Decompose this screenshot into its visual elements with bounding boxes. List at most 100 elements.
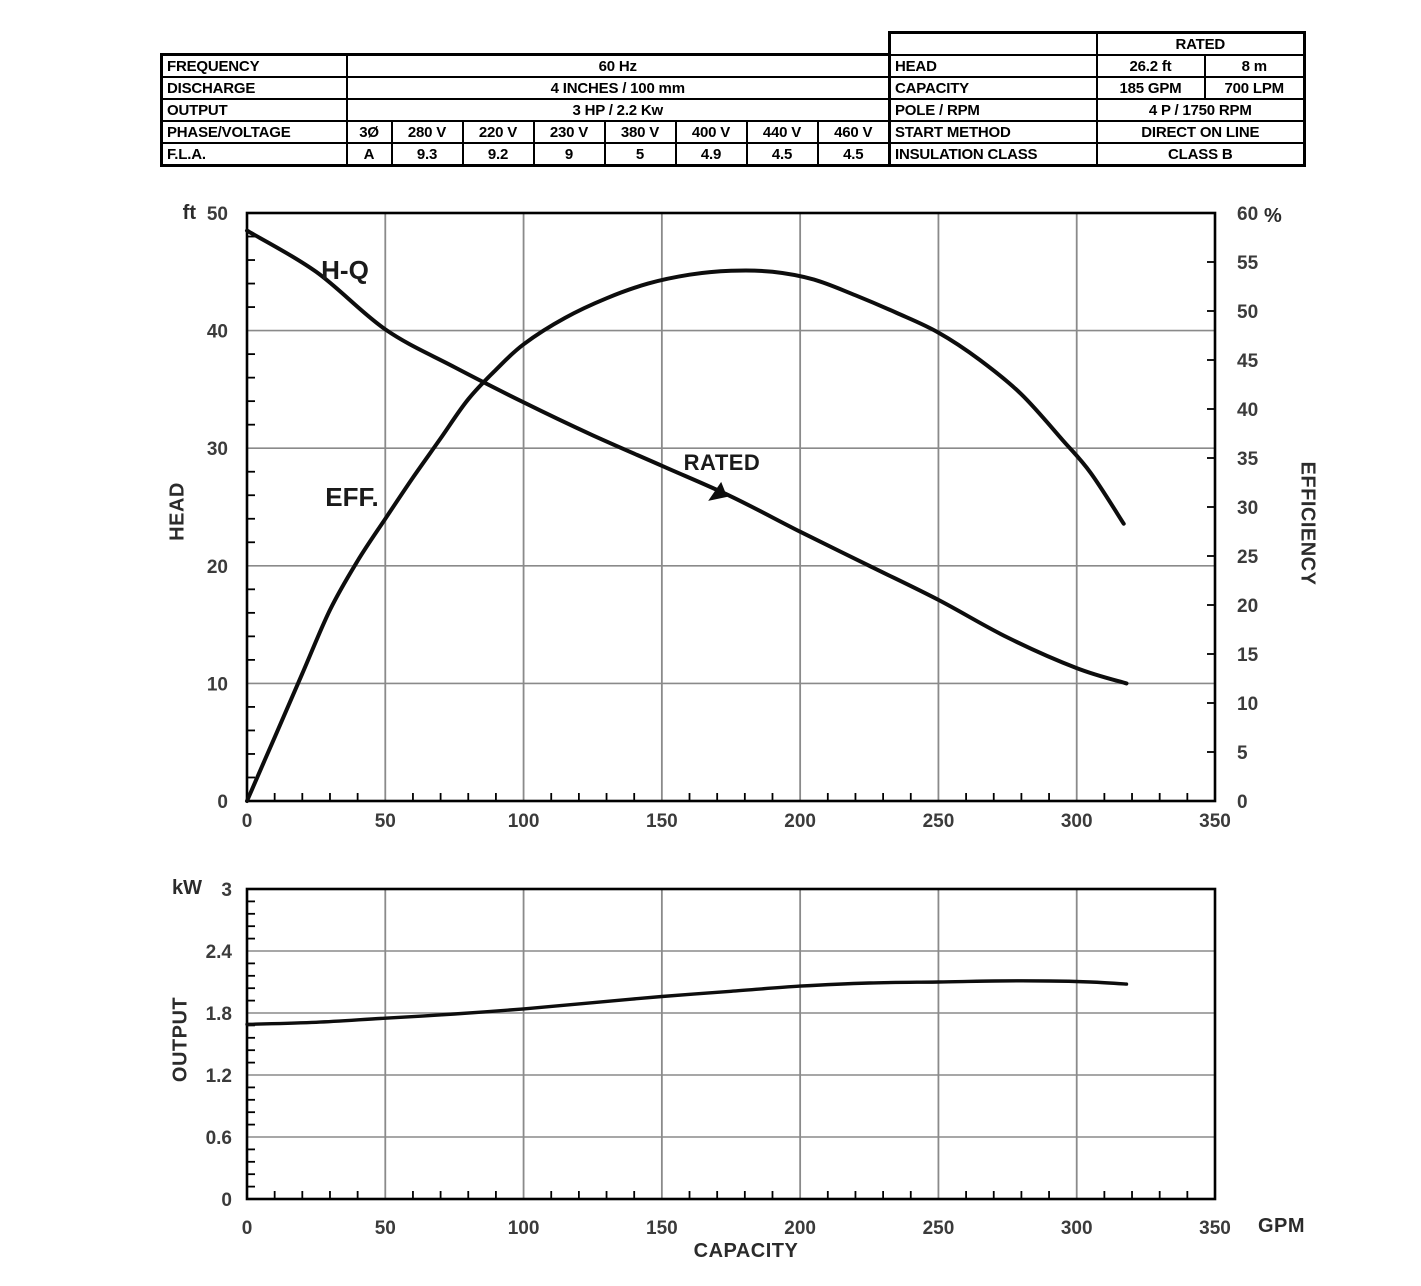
voltage-cell: 220 V — [461, 120, 535, 144]
spec-label-phase-voltage: PHASE/VOLTAGE — [160, 120, 348, 144]
spec-label-output: OUTPUT — [160, 98, 348, 122]
rated-header: RATED — [1095, 31, 1306, 56]
spec-value-frequency: 60 Hz — [345, 53, 891, 78]
y-tick-label: 0 — [221, 1190, 232, 1211]
spec-label-frequency: FREQUENCY — [160, 53, 348, 78]
efficiency-axis-label: EFFICIENCY — [1296, 461, 1319, 586]
fla-cell: 9.2 — [461, 142, 535, 167]
phase-cell: 3Ø — [345, 120, 393, 144]
hq-curve-label: H-Q — [321, 255, 369, 285]
table-row: DISCHARGE 4 INCHES / 100 mm — [160, 76, 891, 100]
x-tick-label: 250 — [923, 811, 955, 832]
x-tick-label: 50 — [375, 811, 396, 832]
y2-tick-label: 20 — [1237, 596, 1258, 617]
plot-border — [245, 887, 1217, 1201]
rated-label-pole-rpm: POLE / RPM — [888, 98, 1098, 122]
rated-label-capacity: CAPACITY — [888, 76, 1098, 100]
gpm-unit-label: GPM — [1258, 1215, 1306, 1237]
table-row: FREQUENCY 60 Hz — [160, 53, 891, 78]
y-tick-label: 1.8 — [206, 1004, 232, 1025]
x-tick-label: 350 — [1199, 1218, 1231, 1239]
capacity-axis-label: CAPACITY — [693, 1240, 799, 1262]
table-row: RATED — [889, 31, 1306, 56]
voltage-cell: 460 V — [816, 120, 891, 144]
head-axis-label: HEAD — [166, 482, 189, 541]
empty-cell — [889, 32, 1097, 55]
output-curve — [245, 979, 1129, 1027]
voltage-cell: 400 V — [674, 120, 748, 144]
y2-tick-label: 55 — [1237, 253, 1259, 274]
rated-head-ft: 26.2 ft — [1095, 54, 1206, 78]
x-tick-label: 200 — [784, 811, 816, 832]
fla-cell: 9.3 — [390, 142, 464, 167]
y2-tick-label: 50 — [1237, 302, 1258, 323]
kw-unit-label: kW — [172, 877, 202, 899]
spec-label-discharge: DISCHARGE — [160, 76, 348, 100]
eff-curve-label: EFF. — [325, 482, 379, 512]
y2-tick-label: 10 — [1237, 694, 1258, 715]
table-row: START METHOD DIRECT ON LINE — [888, 120, 1306, 144]
table-row: POLE / RPM 4 P / 1750 RPM — [888, 98, 1306, 122]
y2-tick-label: 60 — [1237, 204, 1258, 225]
x-tick-label: 100 — [508, 1218, 540, 1239]
rated-label-head: HEAD — [888, 54, 1098, 78]
rated-annotation-label: RATED — [683, 450, 761, 475]
fla-cell: 4.9 — [674, 142, 748, 167]
rated-capacity-lpm: 700 LPM — [1203, 76, 1306, 100]
x-tick-label: 100 — [508, 811, 540, 832]
y-tick-label: 2.4 — [206, 942, 233, 963]
rated-pole-rpm: 4 P / 1750 RPM — [1095, 98, 1306, 122]
y-tick-label: 10 — [207, 674, 228, 695]
y-tick-label: 30 — [207, 439, 228, 460]
rated-head-m: 8 m — [1203, 54, 1306, 78]
y2-tick-label: 0 — [1237, 792, 1248, 813]
table-row: INSULATION CLASS CLASS B — [888, 142, 1306, 167]
table-row: CAPACITY 185 GPM 700 LPM — [888, 76, 1306, 100]
rated-table: RATED HEAD 26.2 ft 8 m CAPACITY 185 GPM … — [888, 31, 1306, 167]
plot-border — [245, 211, 1217, 803]
spec-label-fla: F.L.A. — [160, 142, 348, 167]
fla-cell: 4.5 — [816, 142, 891, 167]
rated-label-start-method: START METHOD — [888, 120, 1098, 144]
x-tick-label: 250 — [923, 1218, 955, 1239]
y2-tick-label: 40 — [1237, 400, 1258, 421]
fla-cell: 5 — [603, 142, 677, 167]
output-axis-label: OUTPUT — [169, 996, 192, 1083]
y-tick-label: 3 — [221, 880, 232, 901]
x-tick-label: 300 — [1061, 1218, 1093, 1239]
y2-tick-label: 25 — [1237, 547, 1259, 568]
y2-tick-label: 5 — [1237, 743, 1248, 764]
x-tick-label: 0 — [242, 1218, 253, 1239]
y-tick-label: 0.6 — [206, 1128, 232, 1149]
rated-start-method: DIRECT ON LINE — [1095, 120, 1306, 144]
x-tick-label: 150 — [646, 811, 678, 832]
fla-cell: A — [345, 142, 393, 167]
head-unit-label: ft — [182, 202, 196, 224]
y2-tick-label: 15 — [1237, 645, 1259, 666]
y-tick-label: 50 — [207, 204, 228, 225]
x-tick-label: 0 — [242, 811, 253, 832]
x-tick-label: 50 — [375, 1218, 396, 1239]
x-tick-label: 200 — [784, 1218, 816, 1239]
eff-curve — [245, 268, 1126, 803]
voltage-cell: 230 V — [532, 120, 606, 144]
table-row: F.L.A. A 9.3 9.2 9 5 4.9 4.5 4.5 — [160, 142, 891, 167]
rated-insulation-class: CLASS B — [1095, 142, 1306, 167]
voltage-cell: 440 V — [745, 120, 819, 144]
spec-value-discharge: 4 INCHES / 100 mm — [345, 76, 891, 100]
y2-tick-label: 35 — [1237, 449, 1259, 470]
x-tick-label: 300 — [1061, 811, 1093, 832]
y-tick-label: 20 — [207, 557, 228, 578]
y-tick-label: 0 — [217, 792, 228, 813]
voltage-cell: 280 V — [390, 120, 464, 144]
rated-arrow-icon — [708, 481, 728, 501]
x-tick-label: 350 — [1199, 811, 1231, 832]
fla-cell: 9 — [532, 142, 606, 167]
fla-cell: 4.5 — [745, 142, 819, 167]
y-tick-label: 1.2 — [206, 1066, 232, 1087]
y2-tick-label: 30 — [1237, 498, 1258, 519]
spec-table: FREQUENCY 60 Hz DISCHARGE 4 INCHES / 100… — [160, 53, 891, 167]
rated-capacity-gpm: 185 GPM — [1095, 76, 1206, 100]
